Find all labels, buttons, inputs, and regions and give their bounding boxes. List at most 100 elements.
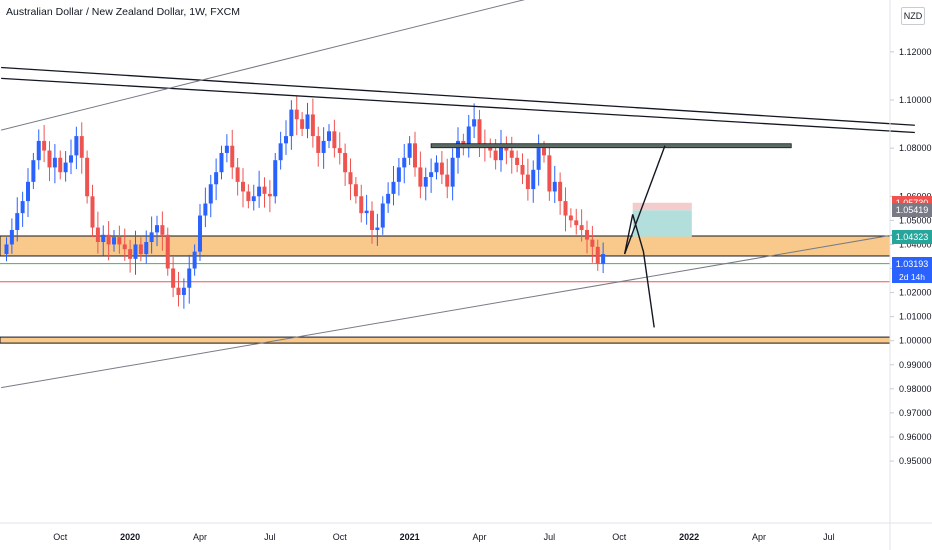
y-tick-label: 1.02000	[899, 288, 932, 298]
candle-up	[531, 169, 536, 190]
channel-line	[1, 0, 526, 131]
candle-up	[284, 136, 288, 144]
candle-down	[488, 145, 493, 151]
candle-down	[106, 234, 111, 245]
candle-up	[203, 203, 208, 216]
candle-up	[536, 148, 541, 170]
zone-layer	[0, 202, 891, 344]
candle-down	[316, 136, 321, 153]
candle-up	[69, 155, 73, 163]
candle-up	[396, 167, 401, 182]
candle-up	[423, 177, 428, 187]
channel-line	[1, 230, 915, 389]
projection-path	[623, 214, 655, 328]
candle-down	[595, 246, 600, 264]
candle-down	[418, 167, 423, 187]
candle-up	[391, 181, 396, 194]
candle-up	[144, 242, 149, 255]
candle-down	[515, 157, 520, 165]
candle-up	[552, 181, 557, 192]
candle-up	[101, 234, 106, 243]
candle-down	[262, 186, 267, 194]
y-tick-label: 0.99000	[899, 360, 932, 370]
candle-up	[26, 181, 30, 202]
candle-up	[192, 251, 197, 269]
candle-up	[364, 210, 369, 214]
candle-up	[466, 126, 471, 149]
candle-down	[138, 244, 143, 255]
candle-down	[445, 174, 450, 187]
candle-up	[321, 140, 326, 153]
y-tick-label: 1.12000	[899, 47, 932, 57]
y-tick-label: 1.00000	[899, 336, 932, 346]
currency-button[interactable]: NZD	[901, 7, 925, 25]
candle-down	[95, 227, 100, 243]
candle-up	[20, 201, 25, 214]
candle-down	[558, 181, 563, 202]
candle-up	[187, 268, 192, 288]
candle-up	[327, 131, 331, 141]
y-tick-label: 1.08000	[899, 143, 932, 153]
take-profit-area	[632, 210, 692, 237]
candle-down	[165, 234, 170, 269]
candle-up	[214, 172, 219, 185]
candle-up	[9, 229, 14, 245]
candle-down	[90, 196, 95, 228]
candle-down	[359, 196, 364, 214]
candle-up	[63, 162, 68, 173]
x-tick-label: Oct	[333, 532, 348, 542]
trend-line	[1, 66, 915, 126]
x-tick-label: Oct	[53, 532, 68, 542]
candle-down	[267, 193, 272, 197]
candle-up	[380, 203, 385, 228]
candle-down	[348, 172, 353, 185]
candle-up	[402, 157, 407, 168]
candle-down	[230, 145, 235, 168]
y-tick-label: 1.04000	[899, 239, 932, 249]
candle-down	[337, 148, 342, 153]
candle-up	[251, 196, 256, 202]
y-tick-label: 0.97000	[899, 408, 932, 418]
candle-down	[122, 244, 127, 250]
candle-up	[407, 143, 412, 158]
candle-up	[15, 213, 20, 230]
candle-up	[155, 225, 159, 233]
x-tick-label: Jul	[823, 532, 835, 542]
candle-up	[36, 140, 41, 161]
candle-down	[294, 109, 299, 120]
y-tick-label: 0.98000	[899, 384, 932, 394]
candle-down	[590, 239, 595, 247]
candle-up	[133, 244, 138, 259]
candle-up	[181, 287, 186, 295]
candle-up	[273, 160, 278, 197]
candle-down	[42, 140, 47, 151]
candle-up	[472, 119, 477, 127]
x-tick-label: 2022	[679, 532, 699, 542]
x-tick-label: Apr	[472, 532, 486, 542]
candle-up	[305, 114, 310, 129]
y-tick-label: 0.96000	[899, 432, 932, 442]
candle-down	[160, 225, 165, 235]
candle-down	[235, 167, 240, 182]
x-tick-label: 2021	[400, 532, 420, 542]
candle-down	[493, 150, 498, 161]
candle-down	[525, 174, 530, 190]
chart-title: Australian Dollar / New Zealand Dollar, …	[6, 6, 240, 18]
bar-countdown: 2d 14h	[892, 270, 932, 283]
candle-down	[343, 152, 348, 173]
candle-up	[434, 162, 439, 173]
candle-down	[171, 268, 176, 288]
price-tag-entry: 1.05419	[892, 203, 932, 218]
candle-down	[509, 150, 514, 158]
candle-down	[579, 225, 584, 230]
candle-up	[52, 157, 57, 168]
candle-down	[79, 136, 84, 158]
candle-up	[375, 227, 380, 230]
candle-up	[112, 237, 116, 245]
candle-down	[585, 229, 589, 240]
candle-up	[4, 244, 9, 255]
candle-up	[456, 140, 460, 158]
candle-down	[477, 119, 482, 144]
